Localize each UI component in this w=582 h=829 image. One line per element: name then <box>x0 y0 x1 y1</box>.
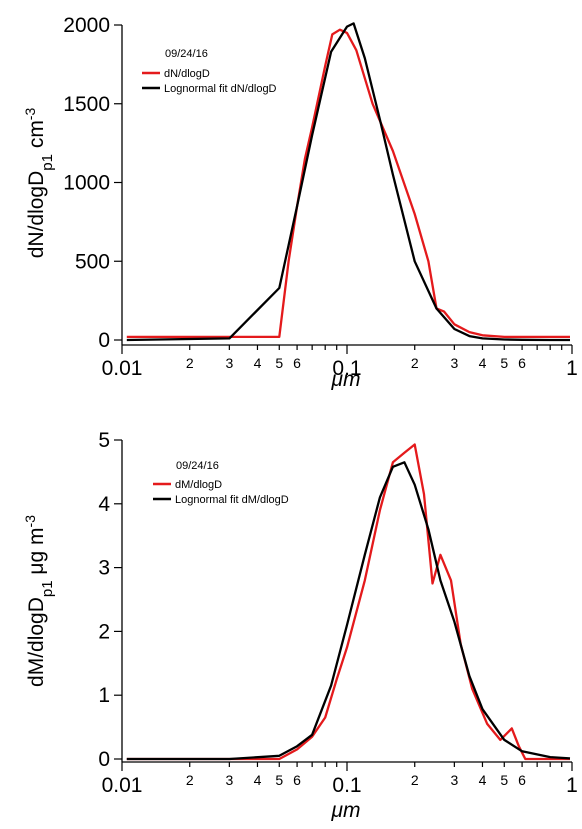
y-tick-label: 2 <box>98 620 110 643</box>
x-minor-tick-label: 2 <box>186 355 194 371</box>
legend-label-black: Lognormal fit dN/dlogD <box>164 83 277 95</box>
x-minor-tick-label: 2 <box>411 772 419 788</box>
x-tick-label: 0.01 <box>102 774 143 797</box>
legend: 09/24/16 dN/dlogD Lognormal fit dN/dlogD <box>142 48 277 95</box>
legend-label-red: dM/dlogD <box>175 479 222 491</box>
y-label-sup: -3 <box>22 108 38 121</box>
y-label-unit: μg m <box>25 527 48 580</box>
x-minor-tick-label: 3 <box>450 772 458 788</box>
x-minor-tick-label: 5 <box>275 355 283 371</box>
y-tick-label: 5 <box>98 429 110 452</box>
y-axis-label: dM/dlogDp1 μg m-3 <box>22 515 56 687</box>
y-tick-label: 1500 <box>63 93 110 116</box>
y-label-main: dN/dlogD <box>25 171 48 259</box>
x-tick-label: 1 <box>566 774 578 797</box>
y-label-sub: p1 <box>39 580 56 597</box>
y-label-unit: cm <box>25 120 48 154</box>
legend-label-red: dN/dlogD <box>164 68 210 80</box>
series-line-lognormal-fit <box>126 22 570 342</box>
x-tick-label: 0.1 <box>332 774 361 797</box>
x-minor-tick-label: 6 <box>518 772 526 788</box>
y-tick-label: 3 <box>98 557 110 580</box>
y-tick-label: 1 <box>98 684 110 707</box>
legend: 09/24/16 dM/dlogD Lognormal fit dM/dlogD <box>153 460 289 506</box>
x-minor-tick-label: 3 <box>450 355 458 371</box>
x-minor-tick-label: 2 <box>186 772 194 788</box>
x-minor-tick-label: 6 <box>293 772 301 788</box>
x-minor-tick-label: 5 <box>500 355 508 371</box>
legend-label-black: Lognormal fit dM/dlogD <box>175 494 289 506</box>
y-tick-label: 2000 <box>63 14 110 37</box>
x-minor-tick-label: 4 <box>479 772 487 788</box>
y-axis-label: dN/dlogDp1 cm-3 <box>22 108 56 259</box>
x-minor-tick-label: 4 <box>254 355 262 371</box>
legend-title: 09/24/16 <box>165 48 208 60</box>
series-line-measured <box>126 443 570 761</box>
y-label-main: dM/dlogD <box>25 597 48 687</box>
x-minor-tick-label: 6 <box>293 355 301 371</box>
x-minor-tick-label: 4 <box>479 355 487 371</box>
x-axis-label: μm <box>331 799 361 822</box>
x-minor-tick-label: 3 <box>225 772 233 788</box>
x-minor-tick-label: 4 <box>254 772 262 788</box>
y-tick-label: 500 <box>75 250 110 273</box>
x-minor-tick-label: 5 <box>500 772 508 788</box>
series-line-lognormal-fit <box>126 461 571 761</box>
y-tick-label: 0 <box>98 329 110 352</box>
y-label-sup: -3 <box>22 515 38 528</box>
x-minor-tick-label: 2 <box>411 355 419 371</box>
x-axis-label: μm <box>331 368 361 391</box>
x-tick-label: 0.01 <box>102 357 143 380</box>
x-minor-tick-label: 6 <box>518 355 526 371</box>
legend-title: 09/24/16 <box>176 460 219 472</box>
x-minor-tick-label: 5 <box>275 772 283 788</box>
y-label-sub: p1 <box>39 154 56 171</box>
y-tick-label: 1000 <box>63 172 110 195</box>
y-tick-label: 0 <box>98 748 110 771</box>
x-tick-label: 1 <box>566 357 578 380</box>
x-minor-tick-label: 3 <box>225 355 233 371</box>
y-tick-label: 4 <box>98 493 110 516</box>
x-tick-label: 0.1 <box>332 357 361 380</box>
